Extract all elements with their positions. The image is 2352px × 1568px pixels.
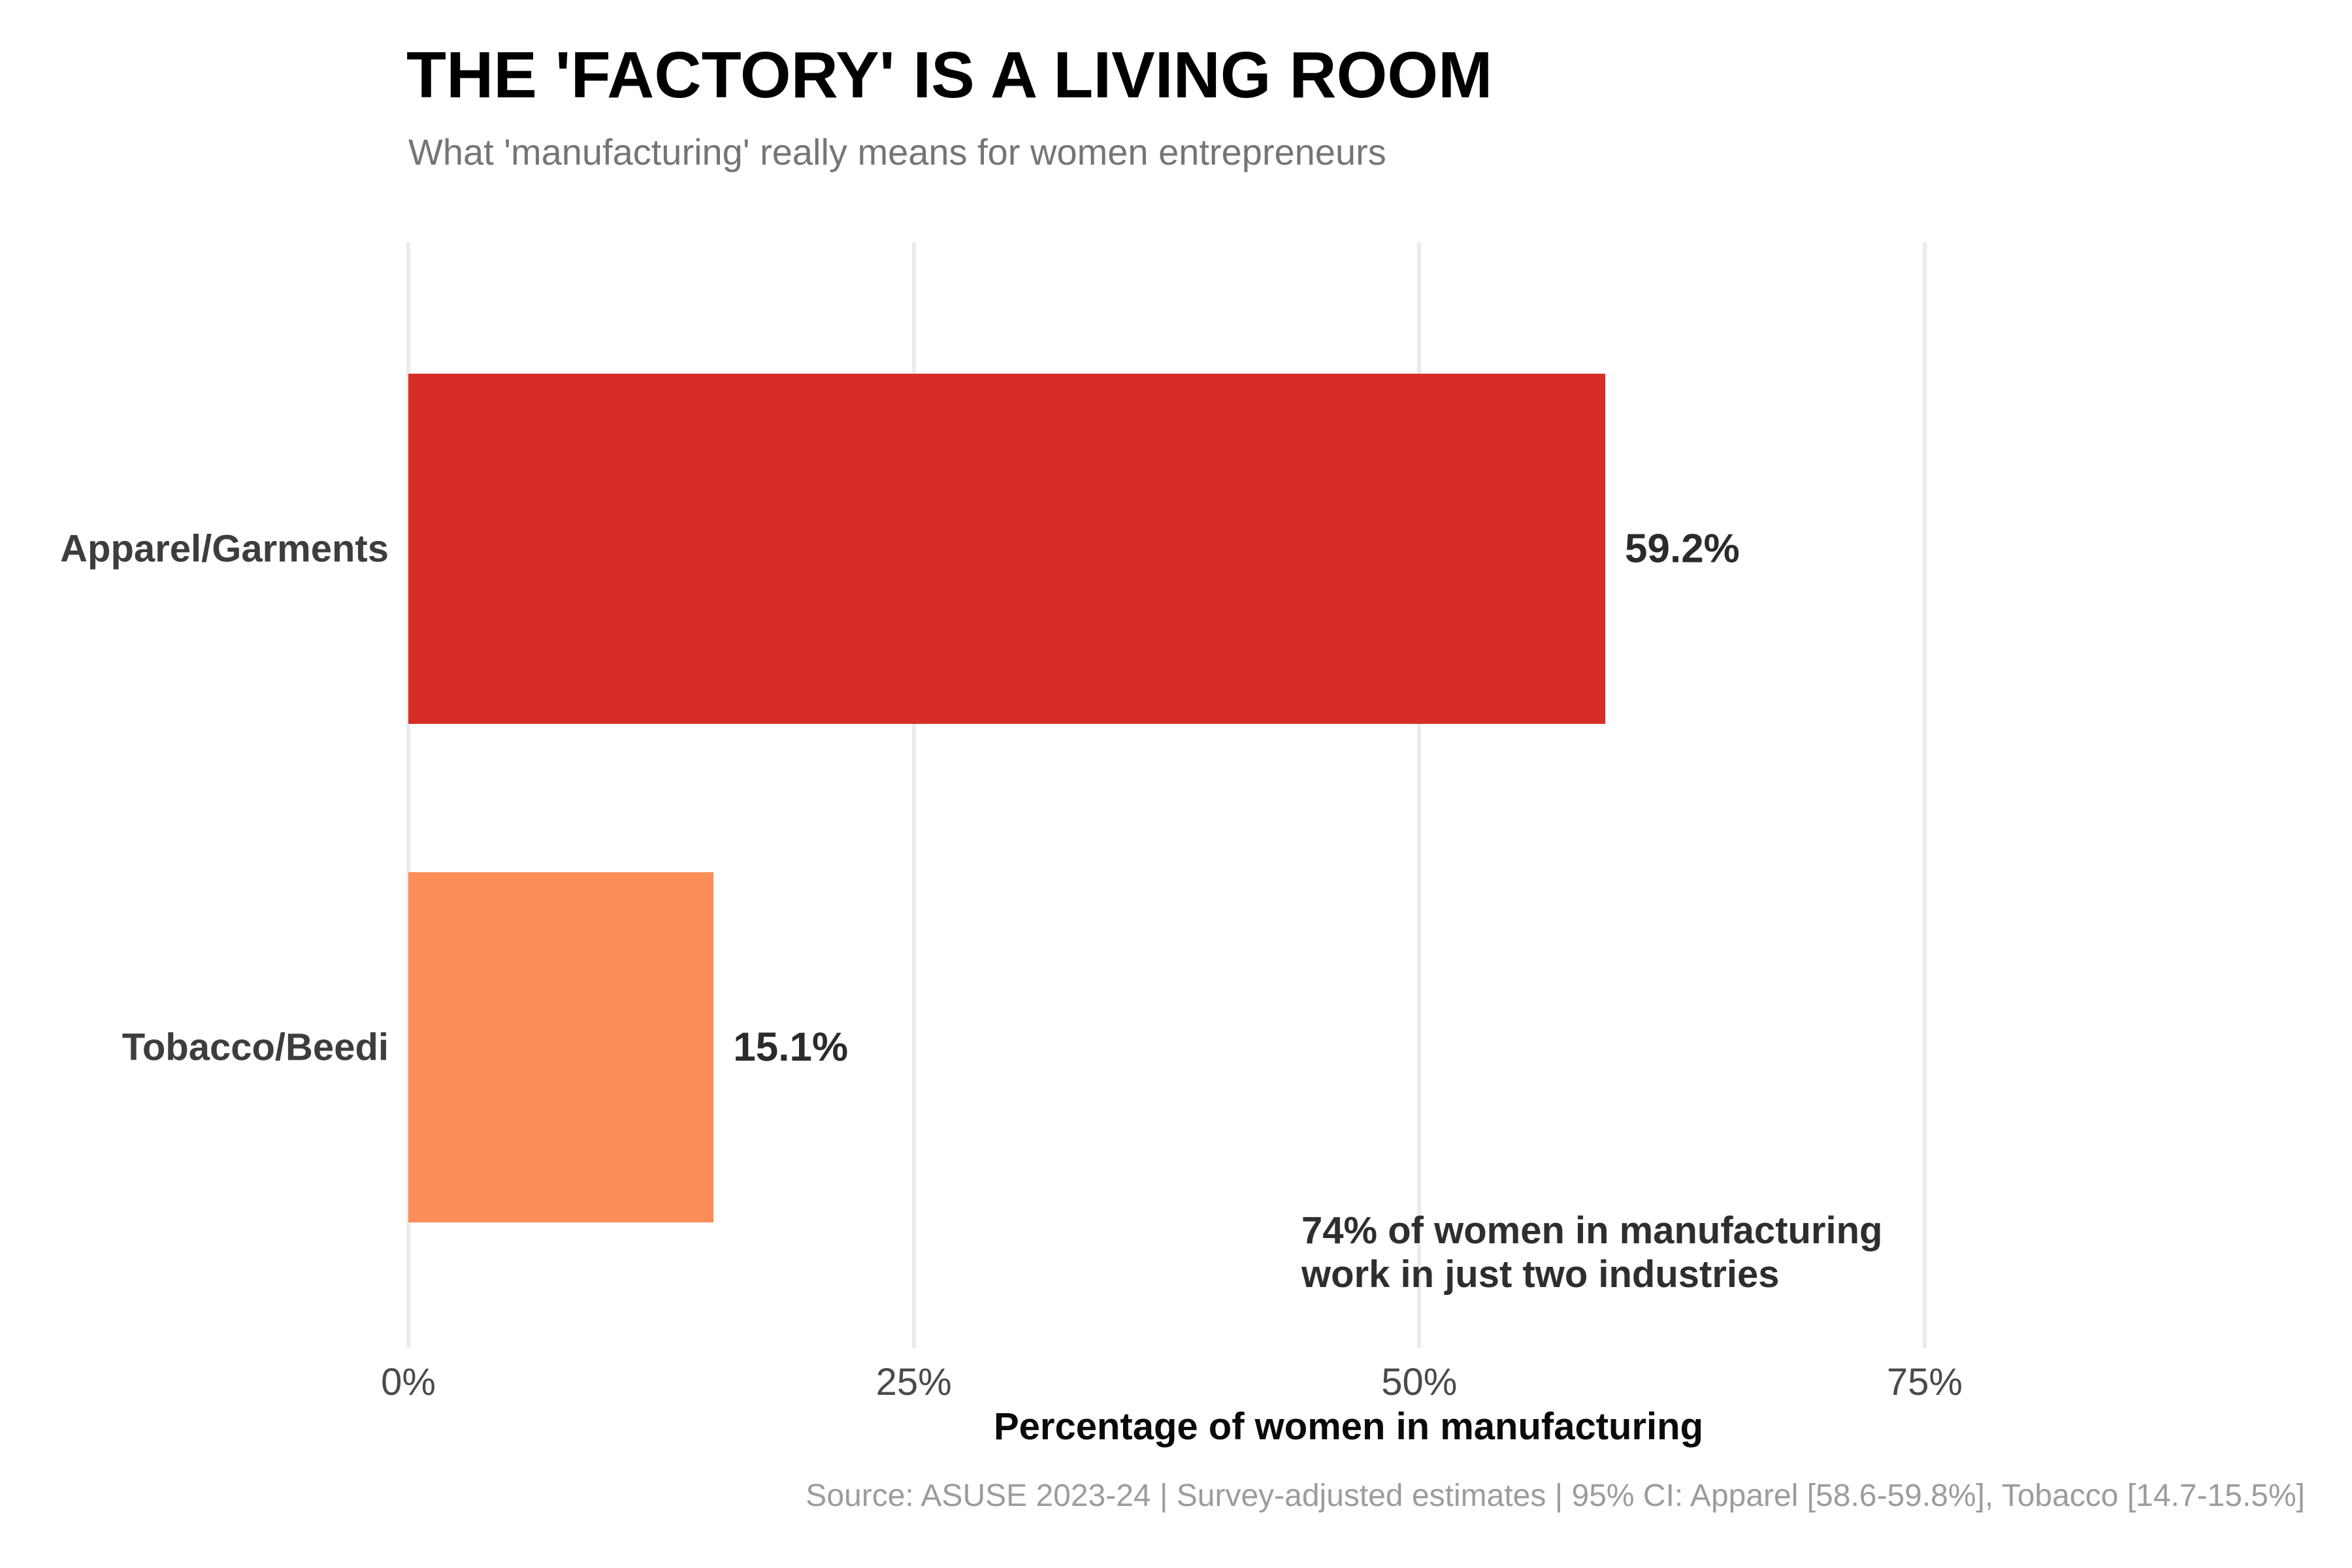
bar-apparel-garments — [408, 373, 1606, 724]
annotation-line-1: 74% of women in manufacturing — [1301, 1209, 1883, 1252]
bar-tobacco-beedi — [408, 872, 714, 1222]
gridline-0 — [406, 242, 410, 1348]
category-label-tobacco-beedi: Tobacco/Beedi — [122, 1026, 389, 1069]
chart-subtitle: What 'manufacturing' really means for wo… — [408, 131, 1386, 172]
value-label-apparel-garments: 59.2% — [1625, 526, 1740, 572]
chart-title: THE 'FACTORY' IS A LIVING ROOM — [406, 39, 1493, 112]
gridline-75 — [1922, 242, 1927, 1348]
category-label-apparel-garments: Apparel/Garments — [60, 527, 389, 570]
x-tick-50: 50% — [1381, 1361, 1458, 1403]
x-tick-75: 75% — [1886, 1361, 1963, 1403]
annotation-line-2: work in just two industries — [1301, 1252, 1780, 1296]
value-label-tobacco-beedi: 15.1% — [733, 1024, 849, 1070]
annotation: 74% of women in manufacturing work in ju… — [1301, 1209, 1882, 1296]
x-tick-25: 25% — [875, 1361, 952, 1403]
x-axis-label: Percentage of women in manufacturing — [993, 1405, 1704, 1448]
gridline-50 — [1417, 242, 1422, 1348]
source-note: Source: ASUSE 2023-24 | Survey-adjusted … — [806, 1478, 2305, 1513]
gridline-25 — [911, 242, 916, 1348]
plot-area: 59.2% 15.1% 74% of women in manufacturing… — [406, 242, 2289, 1348]
x-tick-0: 0% — [381, 1361, 436, 1403]
